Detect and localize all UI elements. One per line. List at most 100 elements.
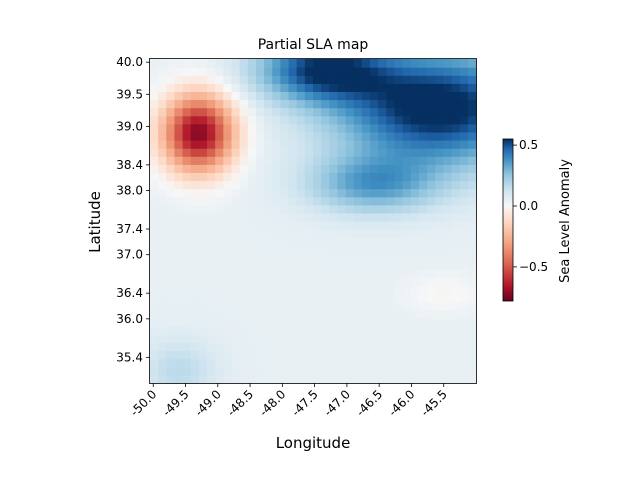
heatmap-cell <box>378 269 387 279</box>
heatmap-cell <box>435 358 444 368</box>
heatmap-cell <box>394 302 404 311</box>
heatmap-cell <box>296 131 306 141</box>
heatmap-cell <box>304 229 314 238</box>
heatmap-cell <box>150 67 159 76</box>
heatmap-cell <box>174 253 184 263</box>
heatmap-cell <box>370 366 379 376</box>
heatmap-cell <box>198 229 208 238</box>
heatmap-cell <box>337 123 347 133</box>
heatmap-cell <box>304 75 314 84</box>
heatmap-cell <box>255 302 265 311</box>
heatmap-cell <box>378 164 387 173</box>
heatmap-cell <box>435 148 444 157</box>
heatmap-cell <box>361 374 371 384</box>
heatmap-cell <box>345 164 355 173</box>
heatmap-cell <box>247 253 257 263</box>
heatmap-cell <box>459 293 469 303</box>
heatmap-cell <box>166 342 176 352</box>
heatmap-cell <box>223 212 233 222</box>
heatmap-cell <box>451 67 461 76</box>
heatmap-cell <box>427 59 436 68</box>
heatmap-cell <box>427 204 436 214</box>
heatmap-cell <box>182 342 192 352</box>
heatmap-cell <box>467 91 477 101</box>
heatmap-cell <box>272 140 281 149</box>
heatmap-cell <box>198 75 208 84</box>
heatmap-cell <box>182 334 192 344</box>
heatmap-cell <box>174 164 184 173</box>
heatmap-cell <box>386 261 396 271</box>
heatmap-cell <box>443 148 453 157</box>
heatmap-cell <box>280 374 290 384</box>
heatmap-cell <box>272 172 281 182</box>
heatmap-cell <box>255 318 265 327</box>
heatmap-cell <box>182 293 192 303</box>
heatmap-cell <box>329 75 339 84</box>
heatmap-cell <box>337 302 347 311</box>
heatmap-cell <box>410 285 420 295</box>
heatmap-cell <box>337 237 347 246</box>
heatmap-cell <box>247 148 257 157</box>
heatmap-cell <box>272 99 281 109</box>
heatmap-cell <box>264 374 273 384</box>
heatmap-cell <box>459 261 469 271</box>
heatmap-cell <box>296 140 306 149</box>
heatmap-cell <box>288 237 298 246</box>
heatmap-cell <box>361 83 371 92</box>
heatmap-cell <box>378 196 387 206</box>
heatmap-cell <box>410 318 420 327</box>
heatmap-cell <box>174 123 184 133</box>
heatmap-cell <box>272 269 281 279</box>
heatmap-cell <box>264 310 273 319</box>
heatmap-cell <box>166 91 176 101</box>
heatmap-cell <box>418 115 428 125</box>
heatmap-cell <box>198 334 208 344</box>
heatmap-cell <box>337 245 347 254</box>
y-axis: 35.436.036.437.037.438.038.439.039.540.0 <box>116 55 150 364</box>
heatmap-cell <box>378 318 387 327</box>
heatmap-cell <box>190 310 200 319</box>
heatmap-cell <box>215 221 224 230</box>
heatmap-cell <box>337 83 347 92</box>
heatmap-cell <box>296 374 306 384</box>
heatmap-cell <box>353 148 363 157</box>
heatmap-cell <box>353 302 363 311</box>
heatmap-cell <box>190 115 200 125</box>
heatmap-cell <box>288 172 298 182</box>
heatmap-cell <box>361 188 371 198</box>
x-tick-label: -49.0 <box>192 387 224 419</box>
heatmap-cell <box>255 123 265 133</box>
heatmap-cell <box>345 293 355 303</box>
heatmap-cell <box>435 131 444 141</box>
heatmap-cell <box>158 221 167 230</box>
heatmap-cell <box>190 245 200 254</box>
heatmap-cell <box>418 310 428 319</box>
heatmap-cell <box>223 326 233 335</box>
heatmap-cell <box>353 156 363 165</box>
heatmap-cell <box>255 237 265 246</box>
heatmap-cell <box>247 310 257 319</box>
heatmap-cell <box>215 269 224 279</box>
heatmap-cell <box>150 91 159 101</box>
heatmap-cell <box>158 293 167 303</box>
heatmap-cell <box>435 245 444 254</box>
heatmap-cell <box>304 212 314 222</box>
heatmap-cell <box>150 229 159 238</box>
heatmap-cell <box>451 245 461 254</box>
heatmap-cell <box>296 107 306 117</box>
heatmap-cell <box>182 318 192 327</box>
heatmap-cell <box>402 204 412 214</box>
heatmap-cell <box>239 188 249 198</box>
heatmap-cell <box>158 59 167 68</box>
heatmap-cell <box>329 196 339 206</box>
heatmap-cell <box>370 59 379 68</box>
heatmap-cell <box>166 196 176 206</box>
heatmap-cell <box>280 237 290 246</box>
heatmap-cell <box>378 91 387 101</box>
heatmap-cell <box>345 221 355 230</box>
heatmap-cell <box>337 67 347 76</box>
heatmap-cell <box>345 67 355 76</box>
heatmap-cell <box>451 253 461 263</box>
heatmap-cell <box>280 99 290 109</box>
heatmap-cell <box>239 293 249 303</box>
